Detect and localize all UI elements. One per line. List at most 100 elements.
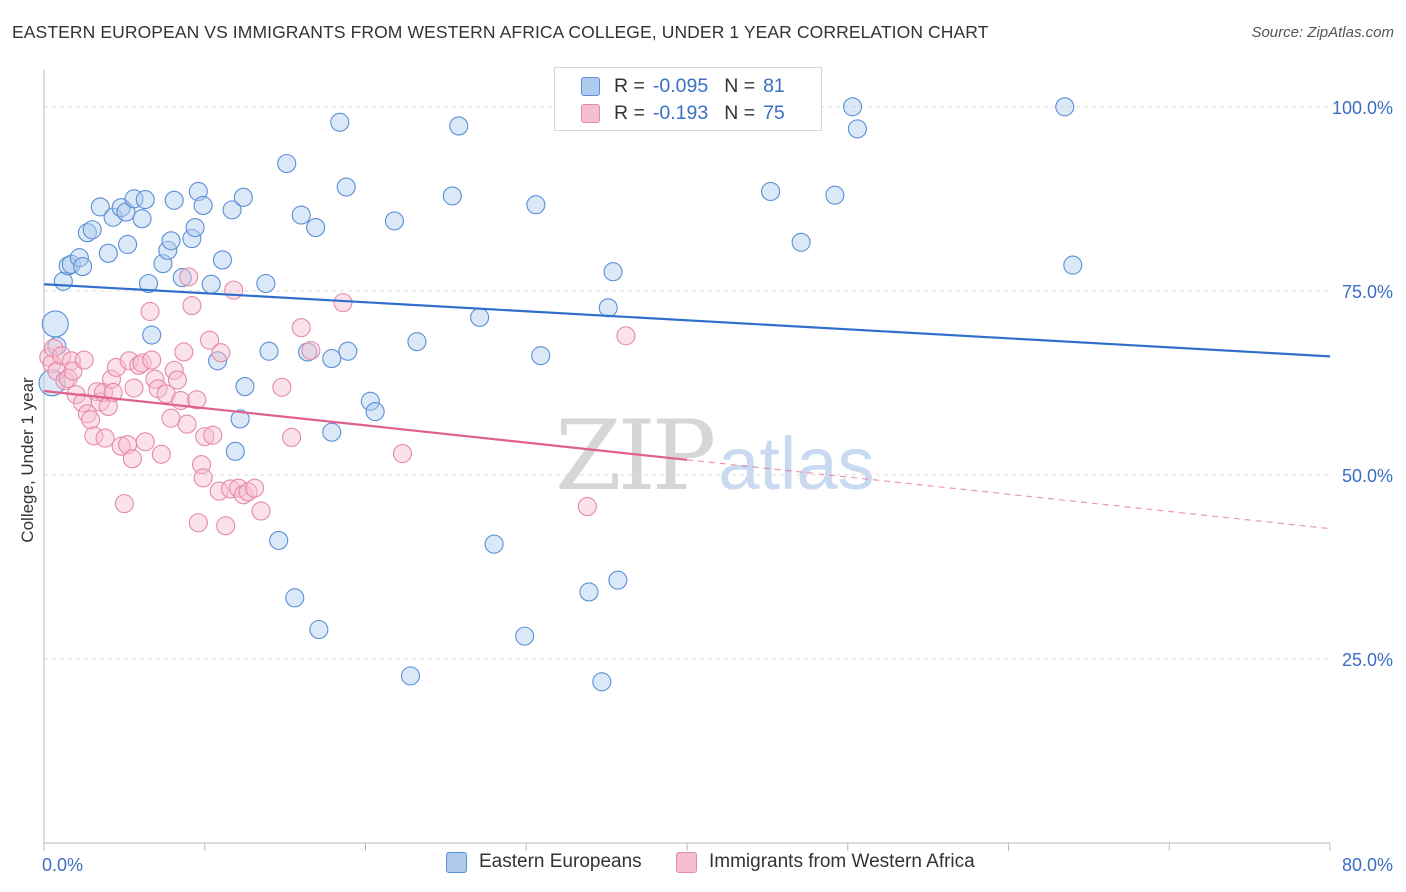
legend-r-label: R = — [614, 74, 645, 97]
eastern-europeans-point — [484, 534, 504, 554]
eastern-europeans-point — [384, 211, 404, 231]
western-africa-point — [224, 280, 244, 300]
western-africa-point — [238, 482, 258, 502]
eastern-europeans-point — [442, 186, 462, 206]
eastern-europeans-point — [172, 268, 192, 288]
western-africa-point — [272, 377, 292, 397]
eastern-europeans-point — [142, 325, 162, 345]
eastern-europeans-point — [103, 207, 123, 227]
eastern-europeans-point — [138, 273, 159, 294]
eastern-europeans-point — [277, 153, 297, 174]
eastern-europeans-point — [256, 273, 276, 294]
legend-label: Eastern Europeans — [479, 851, 642, 872]
legend-r-value: -0.095 — [652, 74, 709, 97]
eastern-europeans-point — [592, 672, 612, 692]
eastern-europeans-point — [1063, 255, 1083, 275]
western-africa-point — [142, 350, 162, 370]
western-africa-point — [151, 444, 171, 464]
western-africa-point — [188, 513, 208, 533]
eastern-europeans-point — [579, 582, 599, 602]
eastern-europeans-point — [58, 256, 78, 276]
western-africa-point — [55, 371, 75, 391]
eastern-europeans-point — [608, 570, 628, 590]
eastern-europeans-point — [526, 195, 546, 215]
western-africa-point — [216, 516, 236, 536]
eastern-europeans-point — [791, 232, 811, 252]
legend-swatch-pink — [581, 103, 600, 123]
eastern-europeans-point — [212, 250, 232, 270]
eastern-europeans-point — [225, 441, 245, 461]
western-africa-point — [251, 501, 271, 521]
eastern-europeans-point — [38, 369, 66, 397]
eastern-europeans-point — [306, 217, 326, 238]
eastern-europeans-point — [1055, 97, 1075, 117]
eastern-europeans-point — [201, 274, 221, 294]
y-tick-label: 75.0% — [1342, 282, 1393, 302]
eastern-europeans-point — [825, 185, 845, 205]
western-africa-point — [193, 468, 213, 488]
western-africa-point — [333, 293, 353, 313]
western-africa-point — [282, 427, 302, 447]
legend-n-value: 75 — [763, 101, 785, 124]
western-africa-point — [182, 296, 202, 316]
western-africa-point — [161, 408, 181, 428]
eastern-europeans-point — [531, 346, 551, 366]
eastern-europeans-point — [309, 619, 329, 640]
eastern-europeans-point — [269, 530, 289, 550]
western-africa-point — [111, 436, 131, 456]
eastern-europeans-point — [322, 422, 342, 442]
eastern-europeans-point — [47, 336, 67, 356]
eastern-europeans-point — [90, 197, 110, 217]
eastern-europeans-point — [185, 217, 205, 238]
eastern-europeans-point — [132, 209, 152, 229]
legend-row-eastern-europeans: R = -0.095 N = 81 — [581, 73, 785, 99]
eastern-europeans-point — [360, 391, 380, 411]
chart-title: EASTERN EUROPEAN VS IMMIGRANTS FROM WEST… — [12, 22, 989, 42]
eastern-europeans-point — [285, 588, 305, 608]
western-africa-trendline-extension — [686, 459, 1331, 530]
eastern-europeans-point — [82, 220, 102, 240]
western-africa-point — [577, 497, 597, 517]
western-africa-point — [77, 404, 97, 424]
legend-swatch-pink — [676, 851, 697, 873]
eastern-europeans-point — [182, 229, 202, 249]
eastern-europeans-point — [407, 332, 427, 352]
western-africa-point — [195, 427, 215, 447]
x-tick-label: 0.0% — [42, 855, 83, 875]
eastern-europeans-trendline — [43, 283, 1331, 358]
legend-swatch-blue — [581, 76, 600, 96]
legend-item-western-africa: Immigrants from Western Africa — [676, 851, 975, 873]
eastern-europeans-point — [73, 257, 93, 277]
eastern-europeans-point — [98, 243, 118, 263]
y-axis-label: College, Under 1 year — [18, 377, 37, 543]
legend-n-value: 81 — [763, 74, 785, 97]
western-africa-point — [140, 301, 160, 322]
western-africa-point — [167, 370, 187, 390]
legend-label: Immigrants from Western Africa — [709, 851, 975, 872]
legend-row-western-africa: R = -0.193 N = 75 — [581, 100, 785, 126]
eastern-europeans-point — [515, 626, 535, 646]
western-africa-point — [129, 355, 149, 375]
eastern-europeans-point — [233, 187, 253, 207]
western-africa-point — [114, 494, 134, 514]
legend-n-label: N = — [724, 74, 756, 97]
western-africa-point — [44, 338, 64, 358]
western-africa-point — [124, 378, 144, 398]
y-tick-label: 100.0% — [1332, 98, 1393, 118]
western-africa-point — [74, 350, 94, 370]
legend-swatch-blue — [446, 851, 467, 873]
eastern-europeans-point — [336, 177, 356, 197]
eastern-europeans-point — [164, 190, 184, 210]
western-africa-point — [95, 428, 115, 448]
legend-r-label: R = — [614, 101, 645, 124]
western-africa-point — [245, 478, 265, 498]
legend-r-value: -0.193 — [652, 101, 709, 124]
western-africa-point — [81, 410, 101, 430]
eastern-europeans-point — [259, 341, 279, 361]
eastern-europeans-point — [603, 262, 623, 282]
x-tick-label: 80.0% — [1342, 855, 1393, 875]
eastern-europeans-point — [470, 307, 490, 327]
eastern-europeans-point — [298, 342, 318, 362]
eastern-europeans-point — [235, 377, 255, 397]
eastern-europeans-point — [338, 341, 358, 361]
